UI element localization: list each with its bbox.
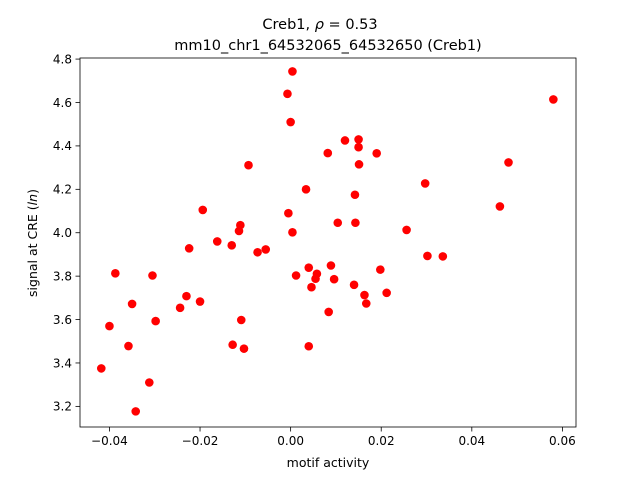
data-point [361, 299, 371, 308]
data-point [239, 344, 249, 353]
data-point [127, 299, 137, 309]
data-point [301, 185, 311, 194]
data-point [504, 158, 513, 167]
data-point [283, 89, 292, 99]
data-point [438, 252, 448, 261]
data-point [145, 378, 154, 387]
data-point [96, 364, 106, 373]
data-point [227, 241, 237, 250]
data-point [151, 316, 160, 326]
data-point [131, 407, 141, 416]
data-point [291, 271, 301, 280]
data-point [495, 202, 505, 211]
x-axis-label: motif activity [287, 455, 370, 470]
x-tick-label: 0.00 [277, 434, 304, 448]
x-tick-label: 0.06 [549, 434, 576, 448]
data-point [354, 160, 364, 169]
data-point [324, 307, 333, 317]
y-tick-label: 4.0 [53, 226, 72, 240]
x-tick-label: 0.02 [368, 434, 395, 448]
data-point [323, 148, 333, 158]
chart-title-line2: mm10_chr1_64532065_64532650 (Creb1) [174, 38, 481, 54]
y-tick-label: 3.2 [53, 400, 72, 414]
x-axis-ticks: −0.04 −0.02 0.00 0.02 0.04 0.06 [91, 427, 576, 448]
data-point [420, 179, 430, 188]
data-point [212, 237, 222, 246]
x-tick-label: 0.04 [458, 434, 485, 448]
data-point [307, 282, 316, 292]
y-tick-label: 4.8 [53, 52, 72, 66]
data-point [148, 271, 157, 280]
y-axis-ticks: 3.2 3.4 3.6 3.8 4.0 4.2 4.4 4.6 4.8 [53, 52, 80, 414]
data-point [195, 297, 205, 306]
data-point [350, 190, 360, 200]
data-point [261, 245, 271, 254]
data-point [105, 321, 114, 331]
data-point [340, 136, 350, 145]
data-point [372, 148, 381, 158]
x-tick-label: −0.04 [91, 434, 128, 448]
data-point [198, 205, 208, 215]
data-point [326, 261, 336, 270]
data-point [182, 291, 191, 301]
data-point [175, 303, 185, 313]
data-point [329, 274, 339, 284]
chart-title-line1: Creb1, ρ = 0.53 [262, 17, 377, 33]
data-point [360, 290, 369, 300]
data-point [402, 225, 411, 235]
data-point [228, 340, 237, 350]
data-point [312, 269, 322, 279]
data-point [253, 247, 262, 257]
data-point [124, 341, 133, 351]
data-point [236, 220, 245, 230]
data-point [354, 142, 363, 152]
y-tick-label: 4.2 [53, 183, 72, 197]
data-point [184, 244, 194, 253]
data-point [423, 251, 432, 261]
data-point [382, 288, 391, 298]
plot-area [79, 57, 577, 428]
data-point [354, 135, 363, 144]
y-tick-label: 4.4 [53, 139, 72, 153]
data-point [244, 160, 253, 170]
data-point [284, 208, 293, 218]
data-point [376, 265, 385, 274]
data-point [236, 315, 246, 325]
data-point [111, 269, 120, 278]
data-point [333, 218, 343, 228]
data-point [288, 67, 297, 76]
data-point [304, 263, 314, 272]
y-tick-label: 3.4 [53, 356, 72, 370]
data-point [286, 117, 295, 127]
data-point [288, 227, 297, 237]
data-point [349, 280, 359, 290]
x-tick-label: −0.02 [182, 434, 219, 448]
data-point [304, 341, 314, 351]
y-tick-label: 3.6 [53, 313, 72, 327]
data-point [351, 218, 360, 228]
data-points [96, 67, 558, 416]
y-axis-label: signal at CRE (ln) [25, 189, 40, 297]
y-tick-label: 4.6 [53, 96, 72, 110]
y-tick-label: 3.8 [53, 269, 72, 283]
data-point [549, 95, 558, 104]
